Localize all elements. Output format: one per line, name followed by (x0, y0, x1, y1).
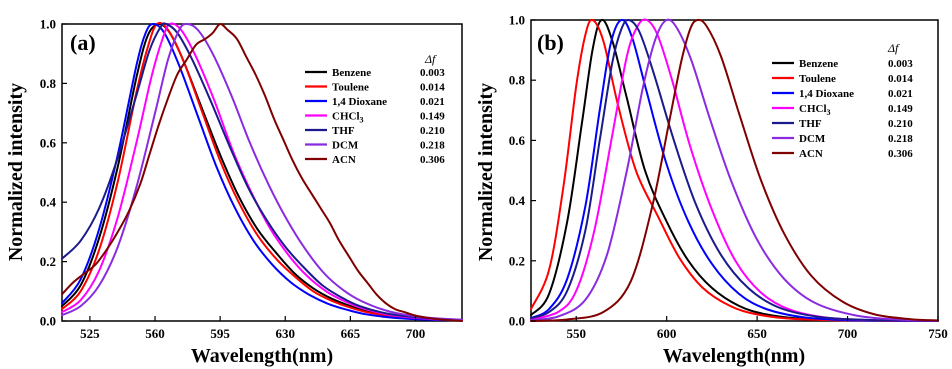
panel-a-x-tick-label: 595 (210, 326, 230, 341)
panel-b-legend-name-3: CHCl3 (799, 103, 831, 117)
panel-a-legend-header: Δf (424, 52, 437, 66)
panel-b-label: (b) (537, 30, 564, 55)
panel-b-legend-name-5: DCM (799, 133, 826, 145)
panel-a-legend-name-1: Toulene (332, 82, 369, 94)
panel-b-plot-frame (530, 19, 939, 322)
panel-b-x-axis-label: Wavelength(nm) (663, 345, 805, 367)
panel-a-legend-df-6: 0.306 (420, 154, 445, 166)
panel-a-x-ticks: 525 560 595 630 665 700 (80, 316, 425, 341)
panel-a-x-tick-label: 630 (276, 326, 296, 341)
panel-a: 525 560 595 630 665 700 0.0 0.2 0.4 0.6 0.8 1.0 (a… (5, 17, 463, 367)
panel-b: 550 600 650 700 750 0.0 0.2 0.4 0.6 0.8 1.0 (b) W… (475, 13, 948, 368)
panel-b-series-line-5 (530, 18, 939, 322)
panel-a-legend-name-6: ACN (332, 154, 356, 166)
panel-a-y-axis-label: Normalized intensity (5, 83, 27, 261)
panel-b-x-tick-label: 550 (566, 326, 586, 341)
panel-b-series-line-2 (530, 18, 939, 322)
panel-b-legend: Benzene 0.003 Toulene 0.014 1,4 Dioxane 0.021… (772, 58, 913, 160)
panel-a-series-line-6 (61, 22, 463, 322)
panel-b-y-tick-label: 0.8 (509, 73, 526, 88)
panel-b-legend-df-2: 0.021 (888, 88, 913, 100)
panel-a-x-tick-label: 665 (341, 326, 361, 341)
panel-a-legend-df-2: 0.021 (420, 96, 445, 108)
panel-a-y-ticks: 0.0 0.2 0.4 0.6 0.8 1.0 (40, 17, 67, 329)
panel-b-series-line-1 (530, 18, 939, 322)
panel-a-series-line-4 (61, 22, 463, 321)
panel-b-legend-df-4: 0.210 (888, 118, 913, 130)
panel-a-x-tick-label: 700 (406, 326, 426, 341)
panel-b-series-line-0 (530, 18, 939, 322)
panel-a-label: (a) (70, 30, 96, 55)
panel-a-legend-name-3: CHCl3 (332, 111, 364, 125)
panel-b-legend-df-5: 0.218 (888, 133, 913, 145)
panel-b-legend-name-4: THF (799, 118, 822, 130)
panel-b-legend-name-0: Benzene (799, 58, 838, 70)
panel-b-legend-df-3: 0.149 (888, 103, 913, 115)
panel-b-x-tick-label: 600 (657, 326, 677, 341)
panel-a-y-tick-label: 0.0 (40, 314, 56, 329)
panel-a-series-line-3 (61, 22, 463, 322)
panel-a-legend-name-5: DCM (332, 140, 359, 152)
panel-a-series-line-1 (61, 21, 463, 322)
panel-b-x-tick-label: 700 (838, 326, 858, 341)
panel-a-series-line-2 (61, 23, 463, 322)
panel-b-legend-df-0: 0.003 (888, 58, 913, 70)
panel-a-y-tick-label: 0.4 (40, 195, 57, 210)
panel-b-y-tick-label: 0.4 (509, 193, 526, 208)
panel-a-x-axis-label: Wavelength(nm) (191, 345, 333, 367)
panel-b-legend-name-2: 1,4 Dioxane (799, 88, 854, 100)
panel-b-y-tick-label: 0.2 (509, 253, 525, 268)
panel-b-x-tick-label: 750 (928, 326, 948, 341)
panel-a-legend-df-4: 0.210 (420, 125, 445, 137)
panel-a-legend-name-4: THF (332, 125, 355, 137)
panel-b-legend-name-1: Toulene (799, 73, 836, 85)
panel-b-legend-name-6: ACN (799, 148, 823, 160)
panel-a-x-tick-label: 525 (80, 326, 100, 341)
panel-b-y-ticks: 0.0 0.2 0.4 0.6 0.8 1.0 (509, 13, 536, 329)
panel-b-series-line-3 (530, 18, 939, 322)
panel-a-series (61, 21, 463, 322)
panel-b-x-ticks: 550 600 650 700 750 (566, 316, 948, 341)
panel-a-legend-df-5: 0.218 (420, 140, 445, 152)
panel-b-legend-header: Δf (887, 41, 900, 55)
panel-b-y-tick-label: 0.6 (509, 133, 526, 148)
panel-a-legend-name-0: Benzene (332, 67, 371, 79)
panel-a-legend-df-0: 0.003 (420, 67, 445, 79)
panel-a-legend-df-1: 0.014 (420, 82, 445, 94)
panel-a-plot-frame (61, 23, 463, 322)
panel-b-y-tick-label: 0.0 (509, 314, 525, 329)
panel-b-legend-df-1: 0.014 (888, 73, 913, 85)
panel-a-legend: Benzene 0.003 Toulene 0.014 1,4 Dioxane 0.021… (305, 67, 445, 166)
panel-b-x-tick-label: 650 (747, 326, 767, 341)
panel-b-series-line-4 (530, 18, 939, 322)
panel-b-y-tick-label: 1.0 (509, 13, 525, 28)
panel-a-y-tick-label: 0.2 (40, 254, 56, 269)
panel-b-y-axis-label: Normalized intensity (475, 83, 497, 261)
panel-a-series-line-5 (61, 23, 463, 321)
panel-a-y-tick-label: 0.8 (40, 76, 57, 91)
panel-a-legend-df-3: 0.149 (420, 111, 445, 123)
panel-a-legend-name-2: 1,4 Dioxane (332, 96, 387, 108)
panel-a-x-tick-label: 560 (145, 326, 165, 341)
panel-a-y-tick-label: 0.6 (40, 135, 57, 150)
panel-b-series (530, 18, 939, 322)
panel-b-legend-df-6: 0.306 (888, 148, 913, 160)
panel-a-y-tick-label: 1.0 (40, 17, 56, 32)
panel-b-series-line-6 (530, 18, 939, 322)
